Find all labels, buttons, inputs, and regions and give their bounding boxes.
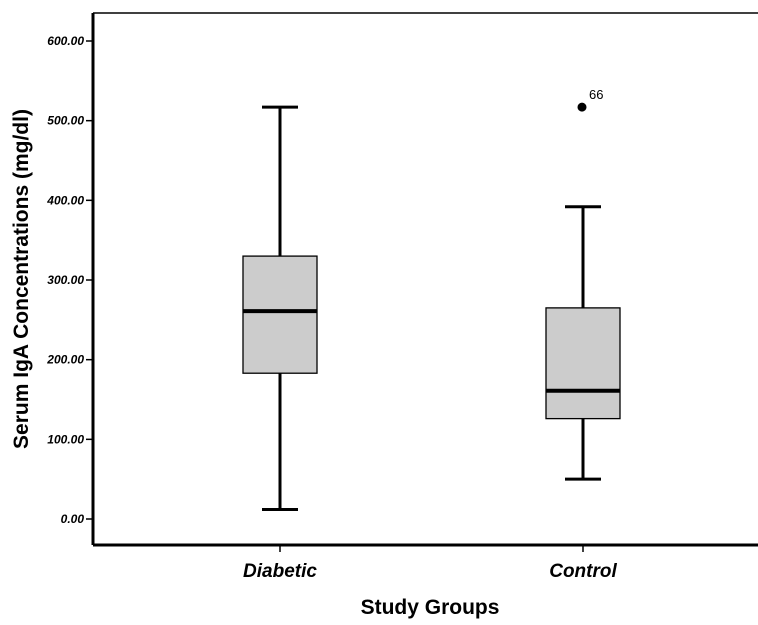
- x-tick-label: Diabetic: [243, 561, 317, 582]
- box-group-control: 66: [545, 87, 621, 481]
- y-tick-label: 200.00: [46, 353, 84, 367]
- iqr-box: [545, 307, 621, 420]
- outlier-label: 66: [589, 87, 603, 102]
- boxes-layer: 66: [242, 87, 621, 511]
- y-tick-label: 400.00: [46, 193, 84, 207]
- y-tick-label: 100.00: [47, 432, 84, 446]
- y-tick-label: 0.00: [61, 512, 85, 526]
- outlier-point: [577, 102, 587, 112]
- iqr-box: [242, 255, 318, 374]
- box-group-diabetic: [242, 105, 318, 511]
- y-axis-title: Serum IgA Concentrations (mg/dl): [10, 109, 33, 449]
- x-axis-title: Study Groups: [361, 596, 500, 619]
- x-axis-ticks: Diabetic Control: [243, 545, 617, 582]
- y-axis-ticks: 0.00 100.00 200.00 300.00 400.00 500.00 600.00: [46, 34, 93, 526]
- x-tick-label: Control: [549, 561, 617, 582]
- y-tick-label: 500.00: [47, 114, 84, 128]
- y-tick-label: 300.00: [47, 273, 84, 287]
- y-tick-label: 600.00: [47, 34, 84, 48]
